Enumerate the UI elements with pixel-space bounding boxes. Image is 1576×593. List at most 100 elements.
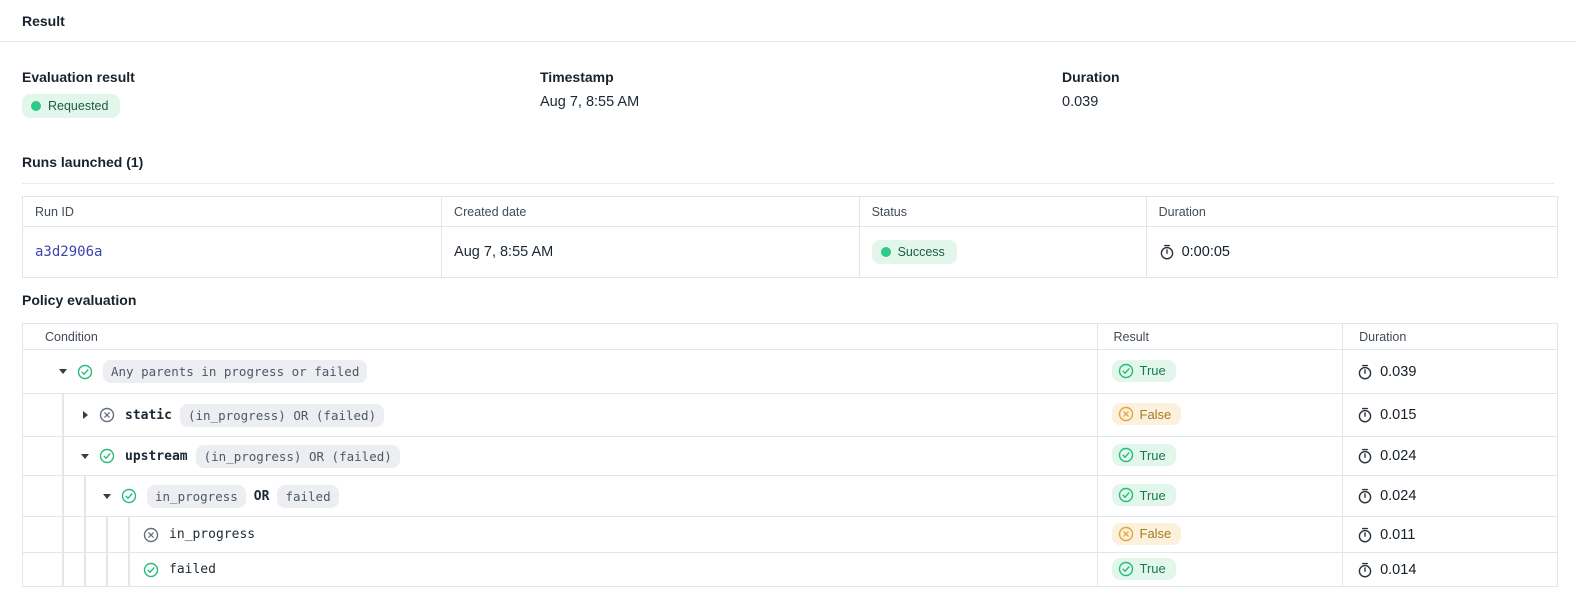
duration-column-header: Duration [1145, 196, 1559, 227]
tree-guide-line [74, 517, 96, 552]
check-circle-icon [1118, 561, 1133, 576]
requested-badge-label: Requested [48, 99, 109, 113]
result-badge-false: False [1111, 522, 1182, 545]
evaluation-summary: Evaluation result Requested Timestamp Au… [0, 42, 1576, 118]
condition-duration: 0.039 [1357, 364, 1557, 380]
result-badge-true: True [1111, 484, 1176, 506]
x-circle-icon [1118, 526, 1133, 541]
run-status-label: Success [897, 245, 945, 259]
runs-launched-heading: Runs launched (1) [22, 154, 144, 170]
timestamp-value: Aug 7, 8:55 AM [540, 94, 640, 110]
condition-duration: 0.014 [1357, 562, 1557, 578]
duration-value: 0.039 [1062, 94, 1099, 110]
tree-guide-line [52, 394, 74, 436]
collapse-caret-icon[interactable] [81, 453, 89, 459]
timestamp-field: Timestamp Aug 7, 8:55 AM [540, 69, 1062, 118]
condition-duration-value: 0.024 [1380, 488, 1417, 504]
condition-duration: 0.024 [1357, 488, 1557, 504]
condition-name: static [125, 407, 172, 423]
check-circle-icon [99, 448, 115, 464]
condition-duration-value: 0.024 [1380, 448, 1417, 464]
operator-label: OR [253, 488, 270, 504]
tree-guide-line [96, 553, 118, 586]
condition-name: failed [169, 562, 216, 577]
policy-evaluation-table: Condition Result Duration Any parents in… [22, 323, 1558, 587]
policy-table-header-row: Condition Result Duration [22, 323, 1558, 350]
stopwatch-icon [1358, 407, 1372, 423]
result-label: True [1139, 561, 1166, 576]
condition-name: in_progress [169, 527, 256, 542]
stopwatch-icon [1358, 488, 1372, 504]
expand-caret-icon[interactable] [82, 411, 88, 419]
run-id-column-header: Run ID [21, 196, 443, 227]
run-status-badge: Success [871, 240, 957, 264]
result-label: True [1139, 447, 1166, 463]
x-circle-icon [143, 527, 159, 542]
condition-duration-value: 0.011 [1380, 526, 1416, 543]
condition-duration: 0.015 [1357, 407, 1557, 423]
stopwatch-icon [1160, 244, 1173, 260]
page-header: Result [0, 0, 1576, 42]
tree-guide-line [74, 476, 96, 516]
condition-column-header: Condition [22, 323, 1098, 350]
condition-duration-value: 0.039 [1380, 363, 1417, 380]
stopwatch-icon [1358, 562, 1372, 577]
result-badge-true: True [1111, 444, 1176, 466]
tree-guide-line [52, 517, 74, 552]
result-label: False [1139, 406, 1172, 422]
condition-duration-value: 0.015 [1380, 407, 1417, 423]
runs-table: Run ID Created date Status Duration a3d2… [21, 196, 1559, 278]
x-circle-icon [1118, 406, 1133, 422]
page-title: Result [22, 13, 65, 29]
result-label: True [1139, 363, 1166, 378]
condition-row: upstream (in_progress) OR (failed) True … [22, 436, 1558, 476]
tree-guide-line [52, 437, 74, 475]
section-divider [22, 183, 1554, 184]
result-label: False [1139, 526, 1172, 541]
duration-label: Duration [1062, 69, 1120, 85]
runs-table-header-row: Run ID Created date Status Duration [21, 196, 1559, 227]
condition-row: in_progress False 0.011 [22, 516, 1558, 553]
run-duration: 0:00:05 [1159, 244, 1545, 260]
tree-guide-line [118, 553, 140, 586]
condition-name: upstream [125, 448, 188, 464]
condition-pill: in_progress [147, 484, 246, 508]
condition-duration: 0.011 [1357, 527, 1557, 543]
stopwatch-icon [1358, 448, 1372, 464]
result-badge-true: True [1111, 359, 1176, 382]
condition-row: failed True 0.014 [22, 552, 1558, 587]
run-created-date: Aug 7, 8:55 AM [454, 244, 554, 260]
duration-field: Duration 0.039 [1062, 69, 1554, 118]
tree-guide-line [52, 553, 74, 586]
condition-pill: Any parents in progress or failed [103, 360, 368, 383]
check-circle-icon [77, 364, 93, 379]
created-date-column-header: Created date [441, 196, 860, 227]
result-label: True [1139, 487, 1166, 503]
tree-guide-line [118, 517, 140, 552]
x-circle-icon [99, 407, 115, 423]
check-circle-icon [143, 562, 159, 577]
result-column-header: Result [1096, 323, 1344, 350]
status-dot-icon [31, 101, 41, 111]
condition-pill: (in_progress) OR (failed) [195, 444, 400, 468]
status-dot-icon [880, 247, 891, 257]
tree-guide-line [96, 517, 118, 552]
condition-pill: failed [277, 484, 339, 508]
evaluation-result-label: Evaluation result [22, 69, 135, 85]
condition-row: in_progress OR failed True 0.024 [22, 475, 1558, 517]
check-circle-icon [1118, 487, 1133, 503]
condition-row: Any parents in progress or failed True 0… [22, 349, 1558, 394]
check-circle-icon [1118, 363, 1133, 378]
duration-column-header: Duration [1342, 323, 1558, 350]
run-duration-value: 0:00:05 [1181, 244, 1230, 260]
check-circle-icon [1118, 447, 1133, 463]
collapse-caret-icon[interactable] [59, 369, 67, 374]
run-id-link[interactable]: a3d2906a [35, 244, 103, 260]
condition-duration: 0.024 [1357, 448, 1557, 464]
tree-guide-line [74, 553, 96, 586]
stopwatch-icon [1358, 364, 1372, 379]
result-badge-false: False [1111, 403, 1182, 425]
policy-evaluation-heading: Policy evaluation [22, 292, 137, 308]
collapse-caret-icon[interactable] [103, 493, 111, 499]
requested-badge: Requested [22, 94, 121, 118]
